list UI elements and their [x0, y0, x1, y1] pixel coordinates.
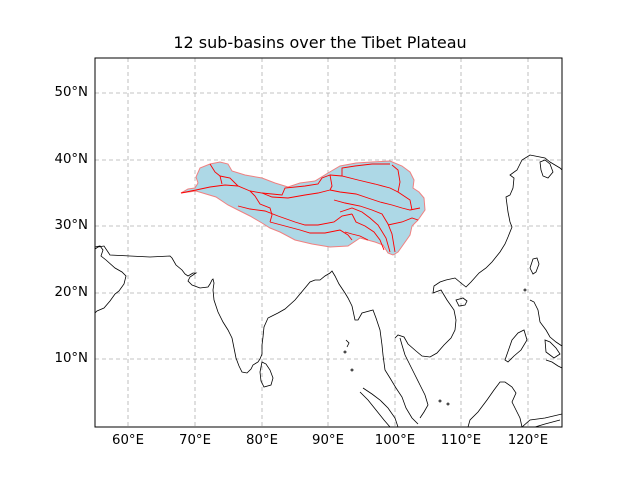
x-tick-90e: 90°E [312, 433, 344, 448]
x-tick-100e: 100°E [374, 433, 416, 448]
plateau-outline [180, 160, 426, 256]
y-tick-40n: 40°N [54, 152, 88, 167]
tibet-plateau [180, 160, 426, 256]
x-tick-60e: 60°E [112, 433, 144, 448]
x-tick-70e: 70°E [179, 433, 211, 448]
x-tick-120e: 120°E [507, 433, 549, 448]
y-tick-20n: 20°N [54, 285, 88, 300]
map-title: 12 sub-basins over the Tibet Plateau [173, 33, 467, 52]
sub-basin-boundaries [180, 163, 421, 253]
coastlines [95, 154, 562, 427]
x-tick-110e: 110°E [440, 433, 482, 448]
axes-frame [94, 57, 563, 428]
x-tick-80e: 80°E [246, 433, 278, 448]
y-tick-50n: 50°N [54, 85, 88, 100]
y-tick-10n: 10°N [54, 351, 88, 366]
y-tick-30n: 30°N [54, 218, 88, 233]
